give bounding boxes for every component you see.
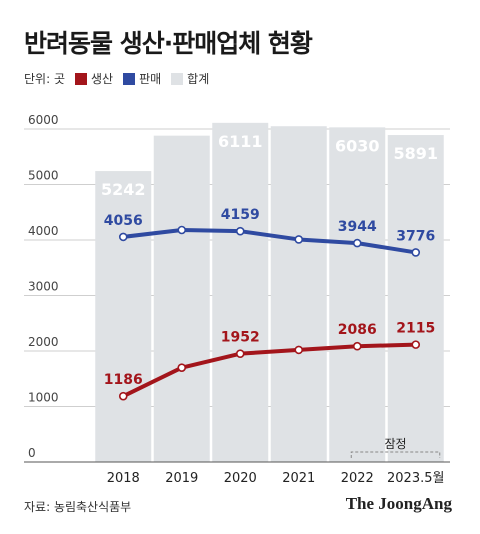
label-sales-2022: 3944 [338, 219, 377, 235]
point-production-2020 [235, 349, 245, 358]
legend-label-sales: 판매 [139, 72, 162, 86]
line-production [121, 342, 418, 399]
bar-total-2019 [153, 135, 210, 462]
y-tick-label-0: 0 [28, 446, 36, 460]
x-tick-label-2022: 2022 [341, 471, 374, 486]
provisional-bracket [350, 451, 441, 458]
point-production-2018 [118, 391, 128, 401]
point-production-2019 [177, 363, 187, 372]
y-tick-label-5000: 5000 [28, 169, 59, 183]
point-sales-2018 [118, 232, 128, 242]
legend-item-sales: 판매 [123, 70, 161, 87]
point-sales-2022 [352, 238, 362, 248]
bar-total-2020 [212, 122, 269, 462]
unit-label: 단위: 곳 [24, 72, 65, 86]
legend-swatch-total [171, 72, 184, 85]
bar-label-total-2020: 6111 [218, 132, 263, 151]
chart-title: 반려동물 생산·판매업체 현황 [24, 29, 313, 58]
bar-total-2018 [95, 171, 152, 462]
point-sales-2023.5월 [411, 248, 421, 257]
legend-swatch-production [74, 72, 87, 85]
x-tick-label-2023.5월: 2023.5월 [387, 471, 444, 486]
line-sales [121, 228, 418, 255]
legend: 단위: 곳 생산 판매 합계 [24, 70, 219, 87]
label-sales-2020: 4159 [221, 207, 260, 223]
point-production-2021 [294, 345, 304, 355]
y-tick-label-3000: 3000 [28, 280, 59, 294]
bar-label-total-2018: 5242 [101, 180, 146, 199]
point-production-2022 [352, 341, 362, 351]
legend-swatch-sales [123, 72, 136, 85]
bar-label-total-2023.5월: 5891 [393, 144, 438, 163]
bar-label-total-2022: 6030 [335, 136, 380, 155]
point-sales-2019 [177, 225, 187, 235]
x-tick-label-2021: 2021 [282, 471, 315, 486]
label-sales-2018: 4056 [104, 213, 143, 229]
y-tick-label-1000: 1000 [28, 391, 59, 405]
y-tick-label-4000: 4000 [28, 224, 59, 238]
bar-total-2022 [329, 127, 386, 463]
label-production-2023.5월: 2115 [396, 321, 435, 337]
bar-total-2021 [270, 126, 327, 462]
legend-label-production: 생산 [90, 72, 114, 86]
x-tick-label-2018: 2018 [107, 471, 140, 486]
point-production-2023.5월 [411, 340, 421, 349]
source-note: 자료: 농림축산식품부 [24, 500, 132, 514]
x-tick-label-2019: 2019 [165, 471, 198, 486]
label-production-2022: 2086 [338, 322, 377, 338]
bar-total-2023.5월 [387, 135, 444, 462]
point-sales-2021 [294, 235, 304, 244]
legend-item-total: 합계 [171, 70, 209, 87]
x-tick-label-2020: 2020 [224, 471, 257, 486]
label-production-2020: 1952 [221, 330, 260, 346]
provisional-label: 잠정 [384, 437, 406, 451]
y-tick-label-6000: 6000 [28, 113, 59, 127]
label-sales-2023.5월: 3776 [396, 228, 435, 244]
legend-label-total: 합계 [187, 72, 210, 86]
y-tick-label-2000: 2000 [28, 335, 59, 349]
legend-item-production: 생산 [74, 70, 114, 87]
brand-logo: The JoongAng [345, 494, 452, 513]
point-sales-2020 [235, 226, 245, 236]
label-production-2018: 1186 [104, 372, 143, 388]
